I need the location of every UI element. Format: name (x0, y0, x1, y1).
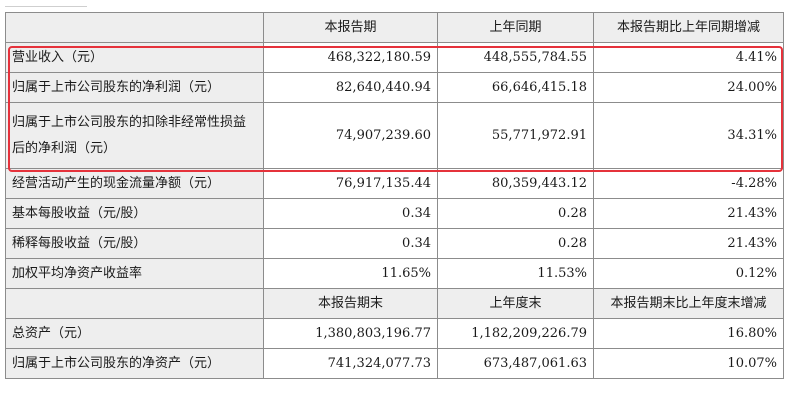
current-value: 76,917,135.44 (263, 168, 438, 199)
change-value: 10.07% (593, 348, 784, 379)
row-label: 归属于上市公司股东的净利润（元） (5, 72, 264, 103)
header-cell: 上年同期 (437, 12, 594, 43)
table-row: 总资产（元） 1,380,803,196.77 1,182,209,226.79… (5, 318, 784, 349)
row-label: 经营活动产生的现金流量净额（元） (5, 168, 264, 199)
header-cell (5, 12, 264, 43)
prior-value: 673,487,061.63 (437, 348, 594, 379)
row-label: 加权平均净资产收益率 (5, 258, 264, 289)
table-header-row: 本报告期末 上年度末 本报告期末比上年度末增减 (5, 288, 784, 319)
change-value: 24.00% (593, 72, 784, 103)
table-row: 基本每股收益（元/股） 0.34 0.28 21.43% (5, 198, 784, 229)
current-value: 0.34 (263, 198, 438, 229)
prior-value: 11.53% (437, 258, 594, 289)
change-value: 16.80% (593, 318, 784, 349)
change-value: -4.28% (593, 168, 784, 199)
table-row: 稀释每股收益（元/股） 0.34 0.28 21.43% (5, 228, 784, 259)
prior-value: 1,182,209,226.79 (437, 318, 594, 349)
table-row: 加权平均净资产收益率 11.65% 11.53% 0.12% (5, 258, 784, 289)
prior-value: 55,771,972.91 (437, 102, 594, 169)
current-value: 74,907,239.60 (263, 102, 438, 169)
table-row: 归属于上市公司股东的扣除非经常性损益后的净利润（元） 74,907,239.60… (5, 102, 784, 169)
header-cell: 本报告期 (263, 12, 438, 43)
table-row: 营业收入（元） 468,322,180.59 448,555,784.55 4.… (5, 42, 784, 73)
table-row: 归属于上市公司股东的净资产（元） 741,324,077.73 673,487,… (5, 348, 784, 379)
header-cell: 本报告期末比上年度末增减 (593, 288, 784, 319)
financial-table-container: 本报告期 上年同期 本报告期比上年同期增减 营业收入（元） 468,322,18… (5, 12, 784, 379)
header-cell: 本报告期末 (263, 288, 438, 319)
change-value: 0.12% (593, 258, 784, 289)
top-divider (5, 0, 87, 7)
current-value: 82,640,440.94 (263, 72, 438, 103)
prior-value: 80,359,443.12 (437, 168, 594, 199)
row-label: 基本每股收益（元/股） (5, 198, 264, 229)
prior-value: 0.28 (437, 198, 594, 229)
prior-value: 448,555,784.55 (437, 42, 594, 73)
header-cell: 上年度末 (437, 288, 594, 319)
change-value: 34.31% (593, 102, 784, 169)
row-label: 归属于上市公司股东的净资产（元） (5, 348, 264, 379)
header-cell (5, 288, 264, 319)
row-label: 营业收入（元） (5, 42, 264, 73)
current-value: 11.65% (263, 258, 438, 289)
change-value: 21.43% (593, 228, 784, 259)
row-label: 总资产（元） (5, 318, 264, 349)
table-row: 归属于上市公司股东的净利润（元） 82,640,440.94 66,646,41… (5, 72, 784, 103)
header-cell: 本报告期比上年同期增减 (593, 12, 784, 43)
current-value: 468,322,180.59 (263, 42, 438, 73)
row-label: 归属于上市公司股东的扣除非经常性损益后的净利润（元） (5, 102, 264, 169)
current-value: 1,380,803,196.77 (263, 318, 438, 349)
table-row: 经营活动产生的现金流量净额（元） 76,917,135.44 80,359,44… (5, 168, 784, 199)
prior-value: 66,646,415.18 (437, 72, 594, 103)
current-value: 741,324,077.73 (263, 348, 438, 379)
table-header-row: 本报告期 上年同期 本报告期比上年同期增减 (5, 12, 784, 43)
change-value: 21.43% (593, 198, 784, 229)
prior-value: 0.28 (437, 228, 594, 259)
row-label: 稀释每股收益（元/股） (5, 228, 264, 259)
financial-summary-table: 本报告期 上年同期 本报告期比上年同期增减 营业收入（元） 468,322,18… (5, 12, 784, 379)
current-value: 0.34 (263, 228, 438, 259)
change-value: 4.41% (593, 42, 784, 73)
